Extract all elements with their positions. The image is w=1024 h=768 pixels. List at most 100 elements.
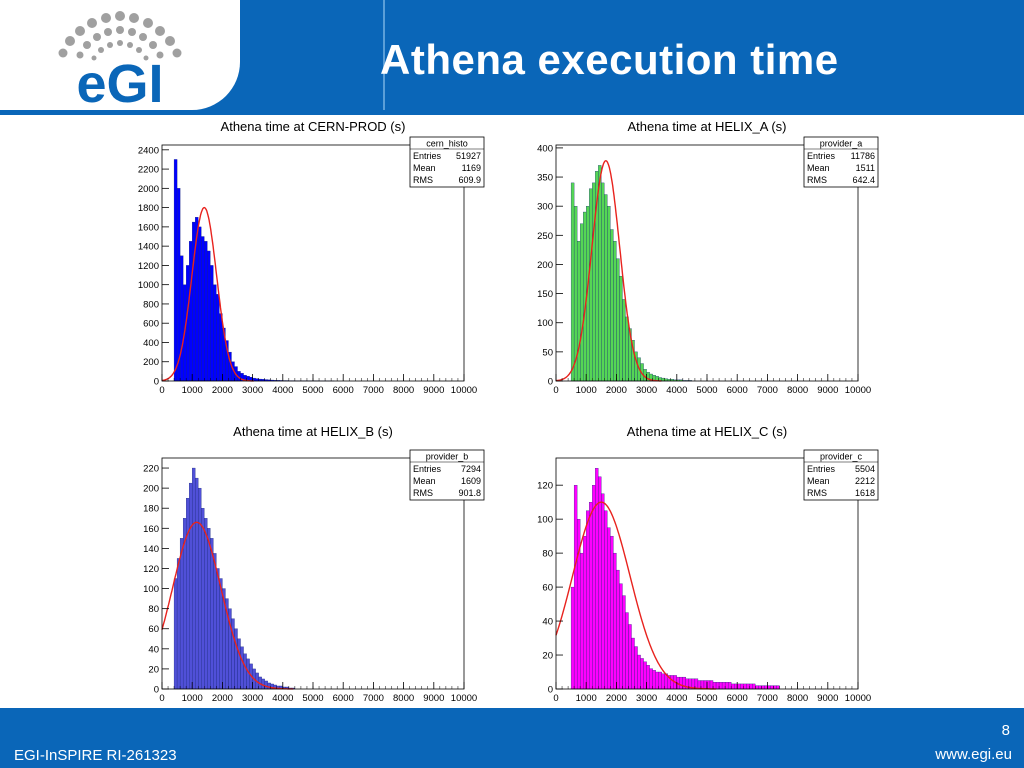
stats-value: 1511 <box>856 163 875 173</box>
histogram-bar <box>240 646 244 690</box>
y-tick-label: 50 <box>542 347 553 358</box>
y-tick-label: 80 <box>542 549 553 560</box>
histogram-bar <box>616 258 620 382</box>
x-tick-label: 8000 <box>393 693 414 704</box>
y-tick-label: 600 <box>143 319 159 330</box>
x-tick-label: 1000 <box>576 693 597 704</box>
slide-title: Athena execution time <box>380 36 839 83</box>
x-tick-label: 8000 <box>393 385 414 396</box>
footer-project-id: EGI-InSPIRE RI-261323 <box>14 747 177 764</box>
histogram-bar <box>661 673 665 690</box>
footer-url: www.egi.eu <box>935 746 1012 763</box>
histogram-bar <box>589 188 593 382</box>
y-tick-label: 200 <box>143 484 159 495</box>
y-tick-label: 1800 <box>138 203 159 214</box>
histogram-bar <box>709 680 714 690</box>
x-tick-label: 10000 <box>845 385 871 396</box>
histogram-bar <box>267 682 271 690</box>
y-tick-label: 100 <box>537 515 553 526</box>
x-tick-label: 2000 <box>212 385 233 396</box>
stats-label: RMS <box>807 175 827 185</box>
x-tick-label: 6000 <box>727 693 748 704</box>
histogram-bar <box>670 675 674 690</box>
stats-label: Entries <box>413 464 442 474</box>
x-tick-label: 3000 <box>636 693 657 704</box>
x-tick-label: 3000 <box>636 385 657 396</box>
x-tick-label: 1000 <box>576 385 597 396</box>
histogram-bar <box>619 583 623 690</box>
histogram-bar <box>179 538 184 690</box>
y-tick-label: 220 <box>143 464 159 475</box>
histogram-bar <box>724 682 729 690</box>
histogram-bar <box>570 586 575 690</box>
histogram-bar <box>213 284 217 382</box>
histogram-bar <box>649 668 653 690</box>
gaussian-fit-line <box>161 206 254 382</box>
x-tick-label: 7000 <box>363 693 384 704</box>
x-tick-label: 1000 <box>182 385 203 396</box>
histogram-bar <box>770 685 774 690</box>
x-tick-label: 3000 <box>242 385 263 396</box>
stats-value: 1609 <box>461 476 481 486</box>
y-tick-label: 400 <box>537 143 553 154</box>
stats-frame <box>803 136 879 188</box>
x-tick-label: 0 <box>159 693 164 704</box>
histogram-bar <box>613 240 617 382</box>
stats-frame <box>803 449 879 501</box>
x-tick-label: 0 <box>159 385 164 396</box>
histogram-bar <box>625 316 629 382</box>
stats-label: Mean <box>807 163 830 173</box>
histogram-bar <box>189 482 193 690</box>
x-tick-label: 5000 <box>302 385 323 396</box>
histogram-bar <box>637 654 641 690</box>
histogram-bar <box>610 229 614 382</box>
histogram-bar <box>237 638 241 690</box>
y-tick-label: 180 <box>143 504 159 515</box>
histogram-bar <box>601 182 605 382</box>
histogram-bar <box>715 682 720 690</box>
histogram-bar <box>216 568 220 690</box>
x-tick-label: 7000 <box>363 385 384 396</box>
histogram-bar <box>616 569 620 690</box>
y-tick-label: 60 <box>148 624 159 635</box>
x-tick-label: 10000 <box>451 693 477 704</box>
bars <box>173 159 335 382</box>
x-tick-label: 4000 <box>272 693 293 704</box>
y-tick-label: 100 <box>537 318 553 329</box>
x-tick-label: 9000 <box>817 693 838 704</box>
y-tick-label: 150 <box>537 289 553 300</box>
stats-frame <box>409 449 485 501</box>
y-tick-label: 120 <box>143 564 159 575</box>
stats-value: 7294 <box>461 464 481 474</box>
stats-label: Mean <box>413 163 436 173</box>
histogram-bar <box>576 518 581 690</box>
histogram-bar <box>583 535 587 690</box>
histogram-bar <box>661 377 665 382</box>
stats-label: Entries <box>807 151 836 161</box>
x-tick-label: 0 <box>553 385 558 396</box>
stats-label: Entries <box>413 151 442 161</box>
histogram-bar <box>712 682 717 690</box>
x-tick-label: 9000 <box>423 693 444 704</box>
histogram-bar <box>204 241 208 382</box>
histogram-bar <box>210 265 214 382</box>
stats-value: 1618 <box>855 488 875 498</box>
y-tick-label: 60 <box>542 583 553 594</box>
histogram-bar <box>764 685 768 690</box>
x-tick-label: 4000 <box>272 385 293 396</box>
y-tick-label: 40 <box>542 617 553 628</box>
histogram-bar <box>607 206 611 382</box>
histogram-bar <box>755 685 759 690</box>
histogram-bar <box>761 685 765 690</box>
histogram-bar <box>580 552 584 690</box>
histogram-bar <box>210 538 214 690</box>
y-tick-label: 200 <box>143 357 159 368</box>
histogram-bar <box>731 683 735 690</box>
header-underline <box>0 110 1024 115</box>
histogram-bar <box>619 275 623 382</box>
histogram-bar <box>179 255 184 382</box>
y-tick-label: 0 <box>548 377 553 388</box>
stats-frame <box>409 136 485 188</box>
y-tick-label: 100 <box>143 584 159 595</box>
y-tick-label: 1600 <box>138 222 159 233</box>
